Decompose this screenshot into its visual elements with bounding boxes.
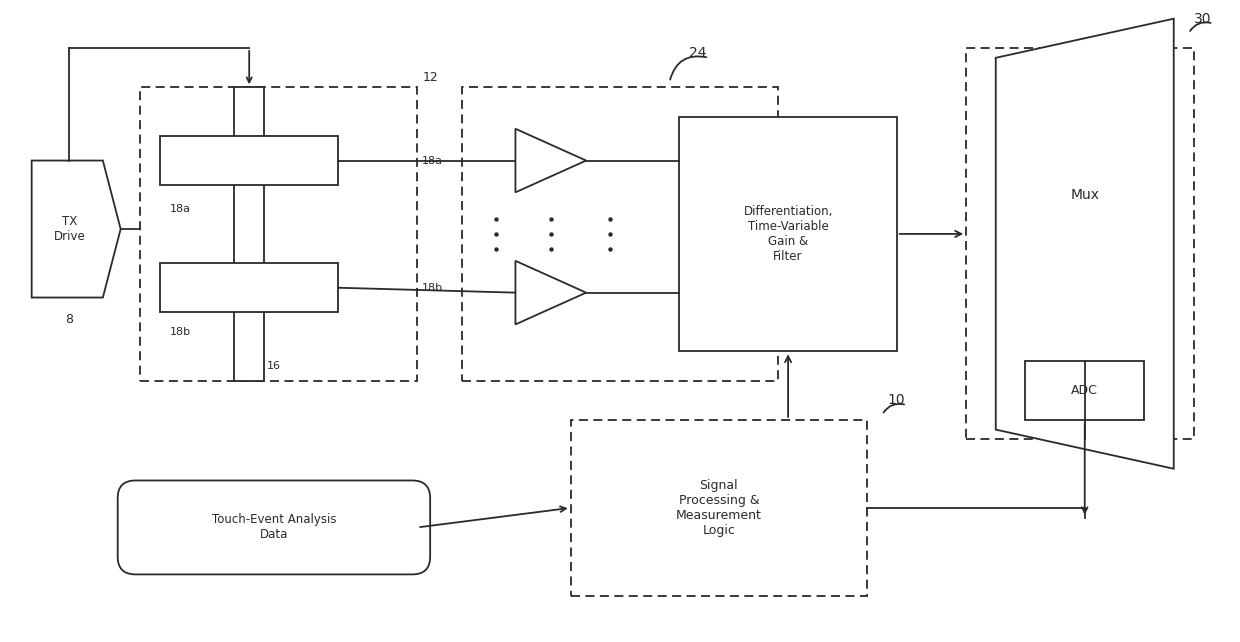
Polygon shape bbox=[234, 87, 264, 381]
Text: 18b: 18b bbox=[423, 282, 444, 293]
Polygon shape bbox=[996, 19, 1174, 469]
Text: 12: 12 bbox=[423, 71, 438, 84]
Text: 8: 8 bbox=[66, 313, 73, 325]
Polygon shape bbox=[680, 116, 897, 351]
Text: Signal
Processing &
Measurement
Logic: Signal Processing & Measurement Logic bbox=[676, 479, 761, 537]
Text: Differentiation,
Time-Variable
Gain &
Filter: Differentiation, Time-Variable Gain & Fi… bbox=[744, 205, 833, 263]
Polygon shape bbox=[1025, 361, 1145, 420]
Polygon shape bbox=[516, 129, 587, 193]
Text: 18a: 18a bbox=[170, 204, 191, 214]
Polygon shape bbox=[32, 160, 120, 297]
Text: 30: 30 bbox=[1194, 12, 1211, 26]
FancyBboxPatch shape bbox=[118, 480, 430, 575]
Text: 24: 24 bbox=[689, 46, 707, 60]
Text: ADC: ADC bbox=[1071, 384, 1099, 397]
Text: TX
Drive: TX Drive bbox=[53, 215, 86, 243]
Polygon shape bbox=[516, 261, 587, 324]
Text: 10: 10 bbox=[887, 394, 905, 407]
Text: 18a: 18a bbox=[423, 155, 443, 166]
Polygon shape bbox=[160, 136, 339, 185]
Text: Mux: Mux bbox=[1070, 188, 1099, 202]
Polygon shape bbox=[160, 263, 339, 312]
Text: 18b: 18b bbox=[170, 327, 191, 337]
Text: 16: 16 bbox=[267, 361, 281, 371]
Text: Touch-Event Analysis
Data: Touch-Event Analysis Data bbox=[212, 514, 336, 541]
